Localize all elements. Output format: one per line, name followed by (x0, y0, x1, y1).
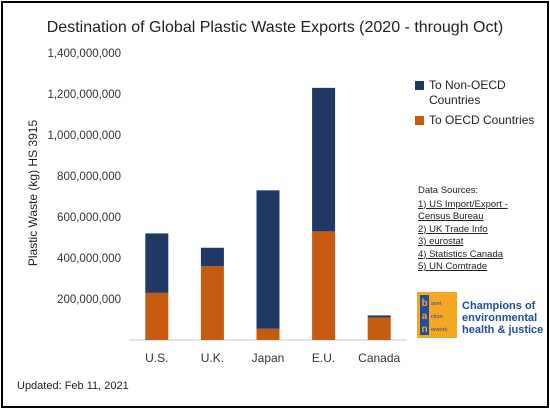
legend-item-oecd: To OECD Countries (415, 113, 549, 128)
bar-non-oecd-uk (200, 247, 224, 267)
x-tick-label: E.U. (312, 351, 335, 365)
legend-label-non-oecd-1: To Non-OECD (429, 78, 506, 92)
chart-legend: To Non-OECD Countries To OECD Countries (415, 78, 549, 133)
legend-item-non-oecd: To Non-OECD Countries (415, 78, 549, 108)
bar-non-oecd-canada (367, 315, 391, 318)
chart-title: Destination of Global Plastic Waste Expo… (46, 19, 504, 36)
legend-swatch-oecd (415, 116, 424, 125)
y-tick-label: 400,000,000 (57, 253, 121, 265)
bar-non-oecd-japan (256, 190, 280, 329)
y-tick-label: 1,000,000,000 (47, 130, 121, 142)
x-tick-label: U.S. (145, 351, 168, 365)
legend-swatch-non-oecd (415, 81, 424, 90)
chart-plot-area: 200,000,000 400,000,000 600,000,000 800,000… (47, 48, 407, 365)
ban-tagline-line-1: Champions of (462, 300, 536, 312)
logo-letter-b: b (421, 298, 427, 309)
data-source-item: 4) Statistics Canada (418, 248, 504, 260)
bar-oecd-japan (256, 328, 280, 340)
y-tick-label: 800,000,000 (57, 171, 121, 183)
ban-tagline-line-2: environmental (462, 312, 538, 324)
data-sources-header: Data Sources: (418, 185, 479, 196)
ban-tagline-line-3: health & justice (462, 324, 544, 336)
ban-tagline: Champions of environmental health & just… (462, 300, 543, 336)
logo-word-network: etwork (431, 327, 447, 333)
data-source-item: 1) US Import/Export - (418, 198, 508, 210)
logo-letter-a: a (422, 311, 428, 322)
data-source-item: 5) UN Comtrade (418, 261, 488, 272)
legend-label-non-oecd-2: Countries (429, 93, 481, 107)
updated-date: Updated: Feb 11, 2021 (17, 380, 129, 392)
x-tick-label: U.K. (201, 351, 224, 365)
logo-word-basel: asel (431, 301, 441, 307)
data-sources: Data Sources: 1) US Import/Export - Cens… (418, 185, 508, 274)
legend-label-oecd: To OECD Countries (429, 113, 535, 127)
data-source-item: 2) UK Trade Info (418, 223, 488, 235)
y-tick-label: 600,000,000 (57, 212, 121, 224)
y-tick-label: 1,200,000,000 (47, 89, 121, 101)
data-source-item: Census Bureau (418, 211, 484, 222)
ban-logo: b a n asel ction etwork (417, 292, 457, 338)
y-tick-label: 1,400,000,000 (47, 48, 121, 60)
bar-non-oecd-us (145, 233, 169, 293)
bar-oecd-us (145, 292, 169, 340)
bar-oecd-canada (367, 317, 391, 340)
x-tick-label: Japan (252, 351, 285, 365)
data-source-item: 3) eurostat (418, 236, 464, 247)
logo-word-action: ction (431, 314, 443, 320)
bar-oecd-uk (200, 266, 224, 340)
bar-oecd-eu (312, 231, 336, 340)
bar-non-oecd-eu (312, 87, 336, 232)
y-tick-label: 200,000,000 (57, 294, 121, 306)
logo-letter-n: n (421, 324, 427, 335)
x-tick-label: Canada (358, 351, 400, 365)
